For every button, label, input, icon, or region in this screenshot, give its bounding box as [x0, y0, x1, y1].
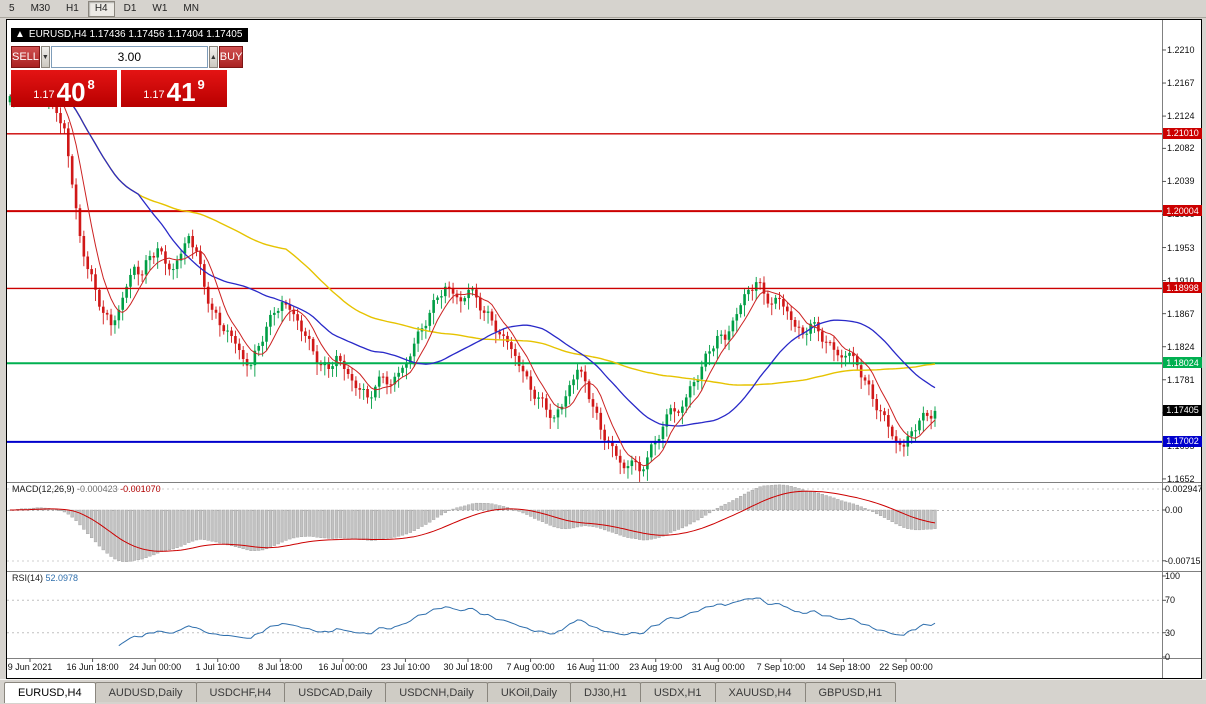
- rsi-indicator-label: RSI(14) 52.0978: [12, 573, 78, 583]
- level-price-tag: 1.18024: [1163, 357, 1202, 369]
- macd-axis-tick: -0.00715: [1165, 555, 1201, 566]
- period-button-d1[interactable]: D1: [123, 3, 137, 14]
- sell-price-display[interactable]: 1.17 40 8: [11, 70, 117, 107]
- period-toolbar: 5 M30 H1 H4 D1 W1 MN: [0, 0, 1206, 18]
- time-axis-label: 24 Jun 00:00: [129, 662, 182, 672]
- sell-price-sup: 8: [87, 77, 95, 92]
- rsi-axis-tick: 0: [1165, 652, 1171, 662]
- chart-tab-usdchf-h4[interactable]: USDCHF,H4: [195, 682, 286, 702]
- chart-symbol-info: ▲ EURUSD,H4 1.17436 1.17456 1.17404 1.17…: [11, 28, 249, 42]
- period-button-5[interactable]: 5: [9, 3, 15, 14]
- time-axis-label: 9 Jun 2021: [7, 662, 53, 672]
- price-axis-tick: 1.2210: [1167, 44, 1195, 55]
- lot-size-input[interactable]: [50, 46, 208, 68]
- one-click-trading-panel: SELL ▼ ▲ BUY 1.17 40 8 1.17 41 9: [11, 46, 244, 107]
- buy-price-prefix: 1.17: [143, 89, 165, 101]
- rsi-name: RSI(14): [12, 573, 44, 583]
- period-button-mn[interactable]: MN: [183, 3, 199, 14]
- sell-price-big: 40: [56, 77, 86, 108]
- time-axis-label: 22 Sep 00:00: [879, 662, 933, 672]
- chart-tab-audusd-daily[interactable]: AUDUSD,Daily: [94, 682, 197, 702]
- price-axis-tick: 1.1824: [1167, 341, 1195, 352]
- time-axis-label: 23 Jul 10:00: [380, 662, 430, 672]
- lot-increase-button[interactable]: ▲: [208, 46, 218, 68]
- macd-value-main: -0.000423: [77, 484, 118, 494]
- buy-price-display[interactable]: 1.17 41 9: [121, 70, 227, 107]
- time-axis-label: 16 Aug 11:00: [566, 662, 620, 672]
- price-axis-tick: 1.2167: [1167, 78, 1195, 89]
- buy-price-big: 41: [166, 77, 196, 108]
- price-axis-tick: 1.1652: [1167, 473, 1195, 484]
- price-axis-tick: 1.1867: [1167, 308, 1195, 319]
- chart-tab-eurusd-h4[interactable]: EURUSD,H4: [4, 682, 96, 703]
- level-price-tag: 1.18998: [1163, 282, 1202, 294]
- trend-up-icon: ▲: [15, 29, 25, 40]
- level-price-tag: 1.17002: [1163, 435, 1202, 447]
- buy-button[interactable]: BUY: [218, 46, 244, 68]
- rsi-axis-tick: 70: [1165, 595, 1176, 606]
- level-price-tag: 1.20004: [1163, 205, 1202, 217]
- ohlc-text: EURUSD,H4 1.17436 1.17456 1.17404 1.1740…: [28, 29, 243, 40]
- chart-tab-usdcnh-daily[interactable]: USDCNH,Daily: [385, 682, 488, 702]
- period-button-w1[interactable]: W1: [152, 3, 168, 14]
- macd-axis-tick: 0.00: [1165, 505, 1183, 515]
- chart-tab-bar: EURUSD,H4 AUDUSD,Daily USDCHF,H4 USDCAD,Dai…: [0, 679, 1206, 704]
- sell-button[interactable]: SELL: [11, 46, 40, 68]
- price-axis-tick: 1.2039: [1167, 176, 1195, 187]
- chart-tab-ukoil-daily[interactable]: UKOil,Daily: [486, 682, 572, 702]
- buy-price-sup: 9: [197, 77, 205, 92]
- time-axis-label: 16 Jul 00:00: [318, 662, 368, 672]
- macd-indicator-label: MACD(12,26,9) -0.000423 -0.001070: [12, 484, 161, 494]
- chart-tab-gbpusd-h1[interactable]: GBPUSD,H1: [804, 682, 897, 702]
- time-axis-label: 1 Jul 10:00: [195, 662, 240, 672]
- price-axis-tick: 1.1781: [1167, 374, 1195, 385]
- macd-axis-tick: 0.002947: [1165, 484, 1203, 495]
- chart-tab-xauusd-h4[interactable]: XAUUSD,H4: [714, 682, 806, 702]
- time-axis-label: 14 Sep 18:00: [816, 662, 871, 672]
- lot-decrease-button[interactable]: ▼: [40, 46, 50, 68]
- period-button-h1[interactable]: H1: [66, 3, 79, 14]
- time-axis-label: 31 Aug 00:00: [691, 662, 745, 672]
- rsi-axis-tick: 100: [1165, 571, 1181, 581]
- time-axis-label: 7 Aug 00:00: [506, 662, 555, 672]
- rsi-value: 52.0978: [45, 573, 79, 583]
- price-axis-tick: 1.1910: [1167, 275, 1195, 286]
- current-price-tag: 1.17405: [1163, 404, 1202, 416]
- price-axis-tick: 1.1953: [1167, 242, 1195, 253]
- price-axis-tick: 1.2082: [1167, 143, 1195, 154]
- chart-canvas[interactable]: [7, 20, 1201, 678]
- period-button-h4[interactable]: H4: [87, 0, 115, 17]
- level-price-tag: 1.21010: [1163, 127, 1202, 139]
- chart-tab-usdcad-daily[interactable]: USDCAD,Daily: [284, 682, 387, 702]
- chart-window[interactable]: ▲ EURUSD,H4 1.17436 1.17456 1.17404 1.17…: [6, 19, 1203, 679]
- chart-tab-dj30-h1[interactable]: DJ30,H1: [570, 682, 641, 702]
- macd-value-signal: -0.001070: [120, 484, 161, 494]
- rsi-axis-tick: 30: [1165, 627, 1176, 638]
- time-axis-label: 30 Jul 18:00: [443, 662, 493, 672]
- time-axis-label: 7 Sep 10:00: [756, 662, 806, 672]
- time-axis-label: 16 Jun 18:00: [66, 662, 119, 672]
- price-axis-tick: 1.2124: [1167, 111, 1195, 122]
- chart-tab-usdx-h1[interactable]: USDX,H1: [639, 682, 716, 702]
- macd-name: MACD(12,26,9): [12, 484, 75, 494]
- time-axis-label: 23 Aug 19:00: [629, 662, 683, 672]
- sell-price-prefix: 1.17: [33, 89, 55, 101]
- time-axis-label: 8 Jul 18:00: [258, 662, 303, 672]
- period-button-m30[interactable]: M30: [30, 3, 51, 14]
